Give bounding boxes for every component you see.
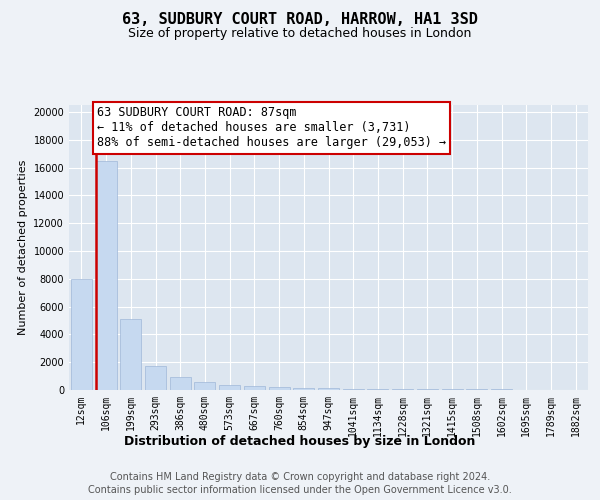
Bar (120, 319, 141, 390)
Text: Contains public sector information licensed under the Open Government Licence v3: Contains public sector information licen… (88, 485, 512, 495)
Bar (219, 384, 240, 390)
Bar (244, 386, 265, 390)
Bar (318, 388, 339, 390)
Text: Contains HM Land Registry data © Crown copyright and database right 2024.: Contains HM Land Registry data © Crown c… (110, 472, 490, 482)
Bar (95, 160, 116, 390)
Bar (71, 280, 92, 390)
Text: Size of property relative to detached houses in London: Size of property relative to detached ho… (128, 28, 472, 40)
Bar (145, 366, 166, 390)
Bar (417, 389, 438, 390)
Y-axis label: Number of detached properties: Number of detached properties (18, 160, 28, 335)
Bar (269, 388, 290, 390)
Text: Distribution of detached houses by size in London: Distribution of detached houses by size … (124, 435, 476, 448)
Bar (170, 377, 191, 390)
Bar (293, 388, 314, 390)
Bar (392, 389, 413, 390)
Text: 63 SUDBURY COURT ROAD: 87sqm
← 11% of detached houses are smaller (3,731)
88% of: 63 SUDBURY COURT ROAD: 87sqm ← 11% of de… (97, 106, 446, 150)
Bar (367, 389, 388, 390)
Bar (194, 382, 215, 390)
Bar (343, 388, 364, 390)
Text: 63, SUDBURY COURT ROAD, HARROW, HA1 3SD: 63, SUDBURY COURT ROAD, HARROW, HA1 3SD (122, 12, 478, 28)
